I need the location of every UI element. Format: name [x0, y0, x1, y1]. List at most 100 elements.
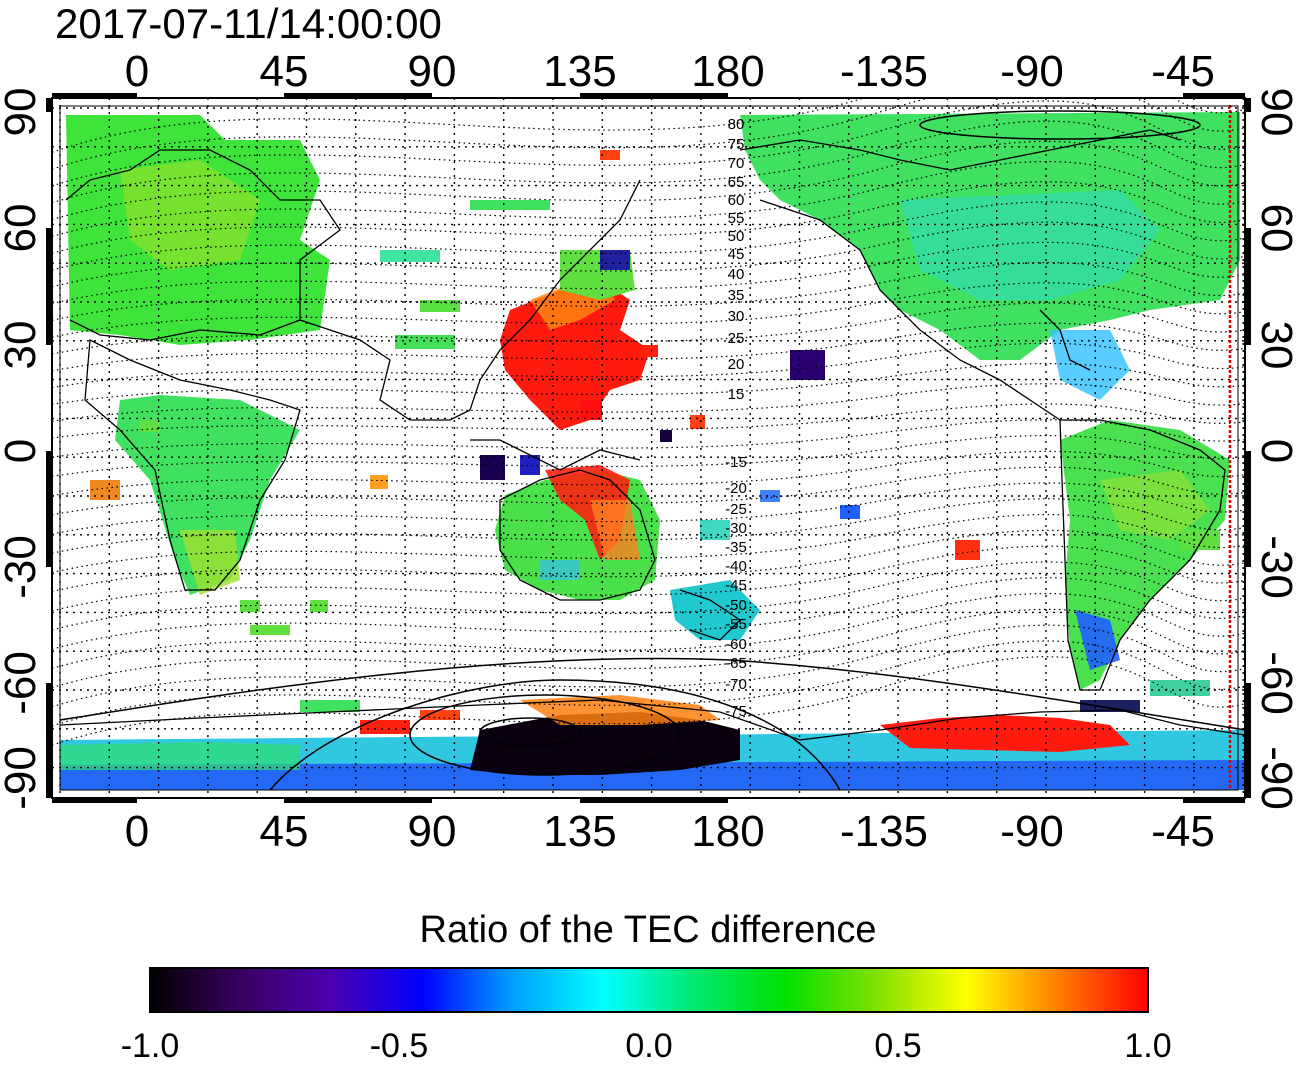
- bottom-lon-tick-label: 45: [260, 807, 309, 856]
- top-lon-tick-label: 135: [543, 47, 616, 96]
- contour-label-north: 15: [728, 386, 745, 403]
- top-lon-tick-label: 0: [125, 47, 149, 96]
- tec-patch: [310, 600, 328, 612]
- tec-patch: [240, 600, 260, 612]
- right-lat-tick-label: 60: [1252, 204, 1296, 253]
- contour-label-south: -75: [725, 703, 747, 720]
- contour-label-north: 45: [728, 246, 745, 263]
- contour-label-north: 50: [728, 228, 745, 245]
- map-title: 2017-07-11/14:00:00: [55, 0, 442, 47]
- coastline: [499, 469, 656, 601]
- left-lat-tick-label: 30: [0, 321, 45, 370]
- top-lon-tick-label: 45: [260, 47, 309, 96]
- tec-patch: [420, 300, 460, 312]
- axis-tick-labels: 0 45 90 135 180 -135 -90 -450 45 90 135 180 -135 -90-…: [0, 47, 1296, 856]
- colorbar: [149, 967, 1149, 1013]
- tec-patch: [955, 540, 980, 560]
- contour-label-north: 65: [728, 174, 745, 191]
- contour-label-north: 55: [728, 210, 745, 227]
- tec-data-layer: [60, 112, 1245, 790]
- contour-label-south: -30: [725, 520, 747, 537]
- tec-patch: [540, 560, 580, 580]
- tec-region-australia-east: [590, 500, 640, 560]
- bottom-lon-tick-label: -135: [840, 807, 928, 856]
- colorbar-tick-pos-half: 0.5: [874, 1027, 922, 1065]
- right-lat-tick-label: 0: [1252, 439, 1296, 463]
- tec-patch: [300, 700, 360, 712]
- right-lat-tick-label: -30: [1252, 535, 1296, 599]
- colorbar-tick-max: 1.0: [1124, 1027, 1172, 1065]
- tec-patch: [790, 350, 825, 380]
- tec-region-antarctica-west: [880, 715, 1130, 752]
- tec-patch: [380, 250, 440, 262]
- tec-patch: [660, 430, 672, 442]
- coastline: [739, 129, 1181, 171]
- bottom-lon-tick-label: 0: [125, 807, 149, 856]
- left-lat-tick-label: 60: [0, 204, 45, 253]
- contour-label-north: 60: [728, 192, 745, 209]
- tec-patch: [250, 625, 290, 635]
- tec-region-japan-china: [500, 280, 650, 430]
- tec-patch: [700, 520, 730, 540]
- contour-label-north: 35: [728, 287, 745, 304]
- tec-region-amazon: [1100, 470, 1210, 540]
- coastline: [679, 589, 742, 641]
- plot-frame: [46, 93, 1251, 803]
- tec-patch: [395, 335, 455, 349]
- contour-label-north: 70: [728, 155, 745, 172]
- contour-label-south: -60: [725, 636, 747, 653]
- tec-patch: [690, 415, 705, 429]
- top-lon-tick-label: -135: [840, 47, 928, 96]
- left-lat-tick-label: 0: [0, 439, 45, 463]
- top-lon-tick-label: -45: [1151, 47, 1215, 96]
- contour-label-north: 25: [728, 330, 745, 347]
- tec-region-europe-core: [120, 160, 260, 270]
- contour-label-south: -65: [725, 655, 747, 672]
- contour-label-north: 40: [728, 266, 745, 283]
- tec-region-antarctic-atlantic: [60, 742, 300, 770]
- left-lat-tick-label: -30: [0, 535, 45, 599]
- tec-region-antarctica-east: [470, 712, 740, 775]
- tec-patch: [520, 455, 540, 475]
- contour-label-south: -20: [725, 480, 747, 497]
- tec-patch: [140, 420, 160, 432]
- left-lat-tick-label: -60: [0, 651, 45, 715]
- tec-patch: [640, 345, 658, 357]
- contour-label-south: -15: [725, 454, 747, 471]
- tec-patch: [600, 250, 630, 270]
- coastline: [84, 338, 301, 591]
- tec-patch: [1150, 680, 1210, 696]
- tec-nodata-indian-ocean: [340, 600, 480, 700]
- contour-label-south: -25: [725, 501, 747, 518]
- coastline: [759, 199, 1061, 421]
- contour-label-south: -35: [725, 539, 747, 556]
- tec-region-africa: [115, 395, 300, 595]
- tec-region-patagonia: [1075, 610, 1120, 670]
- contour-label-south: -50: [725, 597, 747, 614]
- bottom-lon-tick-label: -45: [1151, 807, 1215, 856]
- tec-patch: [840, 505, 860, 519]
- top-lon-tick-label: -90: [1000, 47, 1064, 96]
- coastline: [65, 149, 341, 341]
- left-lat-tick-label: -90: [0, 746, 45, 810]
- contour-label-north: 30: [728, 308, 745, 325]
- tec-patch: [90, 480, 120, 500]
- tec-patch: [420, 710, 460, 720]
- tec-patch: [580, 400, 602, 420]
- coastline: [1059, 419, 1226, 691]
- top-lon-tick-label: 90: [408, 47, 457, 96]
- colorbar-tick-neg-half: -0.5: [369, 1027, 429, 1065]
- right-lat-tick-label: -90: [1252, 746, 1296, 810]
- bottom-lon-tick-label: 90: [408, 807, 457, 856]
- coastline: [59, 699, 1245, 741]
- tec-region-antarctica-ring: [520, 695, 720, 725]
- contour-label-south: -45: [725, 577, 747, 594]
- tec-patch: [1180, 530, 1220, 550]
- tec-patch: [760, 490, 780, 502]
- tec-patch: [600, 150, 620, 160]
- top-lon-tick-label: 180: [691, 47, 764, 96]
- tec-patch: [470, 200, 550, 210]
- right-lat-tick-label: -60: [1252, 651, 1296, 715]
